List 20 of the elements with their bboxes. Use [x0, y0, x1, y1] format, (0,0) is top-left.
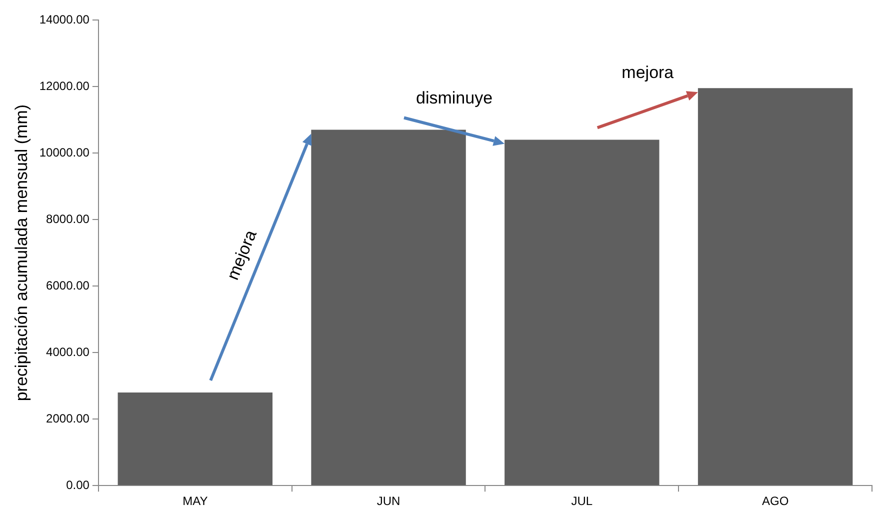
x-tick-label: JUL — [571, 494, 593, 508]
x-tick-label: AGO — [762, 494, 789, 508]
y-tick-label: 10000.00 — [39, 145, 90, 160]
annotation: mejora — [223, 226, 261, 283]
y-tick-label: 6000.00 — [46, 278, 90, 292]
annotation: disminuye — [416, 88, 493, 108]
x-tick-label: JUN — [376, 494, 400, 508]
bar — [118, 392, 272, 486]
y-tick-label: 12000.00 — [39, 78, 90, 93]
bar — [504, 140, 660, 486]
y-tick-label: 8000.00 — [46, 212, 90, 226]
y-tick-label: 0.00 — [66, 478, 90, 492]
y-tick-label: 2000.00 — [46, 411, 90, 426]
y-tick-label: 14000.00 — [39, 12, 90, 26]
y-tick-label: 4000.00 — [46, 344, 90, 359]
bar — [311, 130, 466, 486]
x-tick-label: MAY — [182, 494, 208, 508]
y-axis-title: precipitación acumulada mensual (mm) — [12, 104, 31, 402]
annotation: mejora — [622, 63, 674, 82]
bar — [698, 88, 853, 486]
